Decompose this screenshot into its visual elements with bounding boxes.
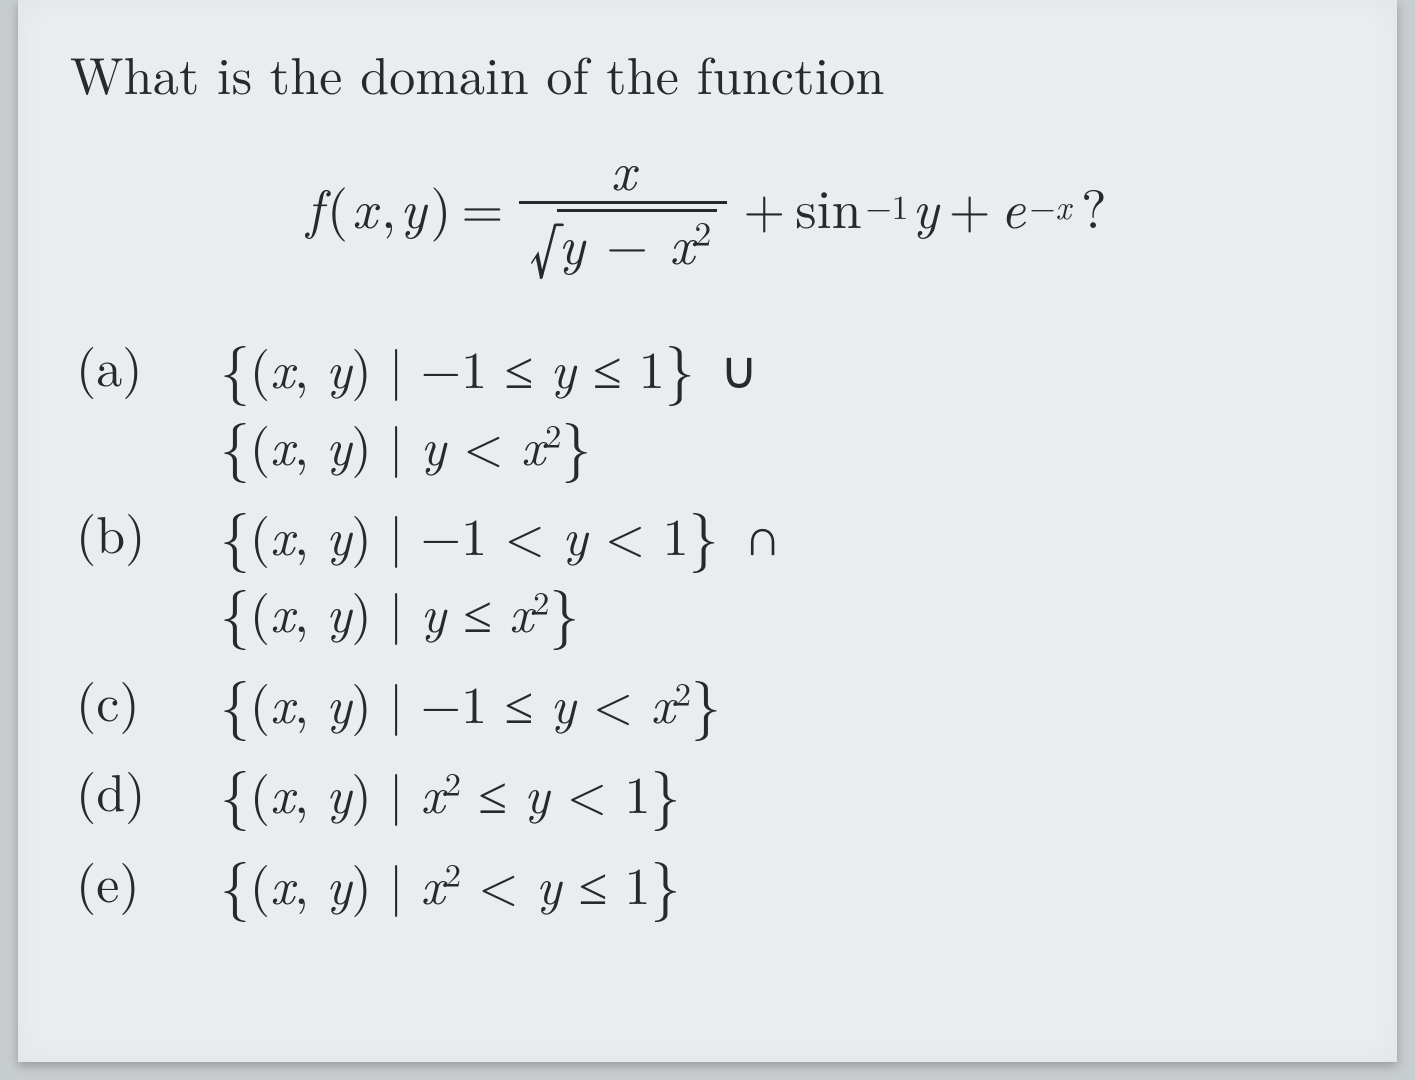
e-exp-x: x	[1056, 181, 1072, 229]
choice-a-label: (a)	[76, 326, 196, 402]
a-line2-open: {	[220, 402, 250, 486]
e-one: 1	[624, 846, 650, 920]
d-y: y	[524, 755, 549, 829]
c-exp: 2	[675, 670, 691, 715]
b-line2-le: ≤	[446, 574, 509, 648]
lhs-f: f	[306, 167, 323, 244]
plus-1: +	[737, 167, 791, 244]
question-mark: ?	[1075, 167, 1113, 244]
c-le: ≤	[487, 665, 550, 739]
d-bar: |	[372, 755, 421, 829]
lhs-comma: ,	[381, 167, 396, 244]
e-close: }	[651, 841, 681, 925]
choice-d-body: {(x, y) | x2 ≤ y < 1}	[220, 751, 1349, 828]
c-open: {	[220, 660, 250, 744]
function-formula: f ( x , y ) = x √ y − x2	[306, 140, 1112, 270]
b-line2-close: }	[549, 569, 579, 653]
choice-d-label: (d)	[76, 751, 196, 827]
e-base: e	[1001, 167, 1026, 244]
question-prompt: What is the domain of the function	[70, 36, 1349, 110]
lhs-close-paren: )	[430, 167, 451, 244]
c-bar: |	[372, 665, 421, 739]
choice-c-label: (c)	[76, 661, 196, 737]
d-one: 1	[624, 755, 650, 829]
fraction: x √ y − x2	[519, 140, 727, 270]
formula-row: f ( x , y ) = x √ y − x2	[70, 140, 1349, 270]
d-open: {	[220, 750, 250, 834]
sin-arg-y: y	[912, 167, 938, 244]
b-line2-y: y	[421, 574, 446, 648]
choice-b-label: (b)	[76, 493, 196, 569]
e-le: ≤	[561, 846, 624, 920]
choice-e-label: (e)	[76, 842, 196, 918]
choice-e-body: {(x, y) | x2 < y ≤ 1}	[220, 842, 1349, 919]
e-open: {	[220, 841, 250, 925]
radicand-x-exp: 2	[695, 207, 712, 255]
choice-c-body: {(x, y) | −1 ≤ y < x2}	[220, 661, 1349, 738]
choice-a-body: {(x, y) | −1 ≤ y ≤ 1} ∪ {(x, y) | y < x2…	[220, 326, 1349, 479]
radicand-x: x	[669, 203, 694, 280]
e-x: x	[421, 846, 445, 920]
b-line2-x: x	[509, 574, 533, 648]
d-lt: <	[549, 755, 624, 829]
radicand-minus: −	[604, 203, 650, 280]
choice-b-body: {(x, y) | −1 < y < 1} ∩ {(x, y) | y ≤ x2…	[220, 493, 1349, 646]
a-line2-lt: <	[446, 407, 521, 481]
a-line1-open: {	[220, 325, 250, 409]
b-line2-exp: 2	[533, 579, 549, 624]
c-y: y	[550, 665, 575, 739]
d-close: }	[651, 750, 681, 834]
plus-2: +	[943, 167, 997, 244]
radicand-y: y	[559, 203, 585, 280]
problem-card: What is the domain of the function f ( x…	[18, 0, 1397, 1062]
e-lt: <	[461, 846, 536, 920]
b-line2-open: {	[220, 569, 250, 653]
e-y: y	[536, 846, 561, 920]
a-line2-x: x	[521, 407, 545, 481]
fraction-numerator: x	[601, 140, 646, 197]
lhs-x: x	[352, 167, 377, 244]
lhs-y: y	[400, 167, 426, 244]
radical-sign: √	[529, 223, 560, 285]
d-le: ≤	[461, 755, 524, 829]
d-exp: 2	[445, 760, 461, 805]
a-line2-y: y	[421, 407, 446, 481]
a-line2-bar: |	[372, 407, 421, 481]
d-x: x	[421, 755, 445, 829]
c-minus-one: −1	[421, 665, 487, 739]
c-lt: <	[576, 665, 651, 739]
b-line2-bar: |	[372, 574, 421, 648]
c-close: }	[691, 660, 721, 744]
e-exp: 2	[445, 851, 461, 896]
fraction-denominator: √ y − x2	[519, 208, 727, 271]
a-line2-exp: 2	[545, 412, 561, 457]
square-root: √ y − x2	[529, 209, 717, 271]
equals-sign: =	[455, 167, 509, 244]
e-exp-minus: −	[1030, 181, 1056, 229]
e-bar: |	[372, 846, 421, 920]
answer-choices: (a) {(x, y) | −1 ≤ y ≤ 1} ∪ {(x, y) | y …	[76, 326, 1349, 918]
c-x: x	[651, 665, 675, 739]
sin-fn: sin	[795, 167, 861, 244]
a-line2-close: }	[561, 402, 591, 486]
lhs-open-paren: (	[327, 167, 348, 244]
radicand: y − x2	[557, 209, 718, 271]
